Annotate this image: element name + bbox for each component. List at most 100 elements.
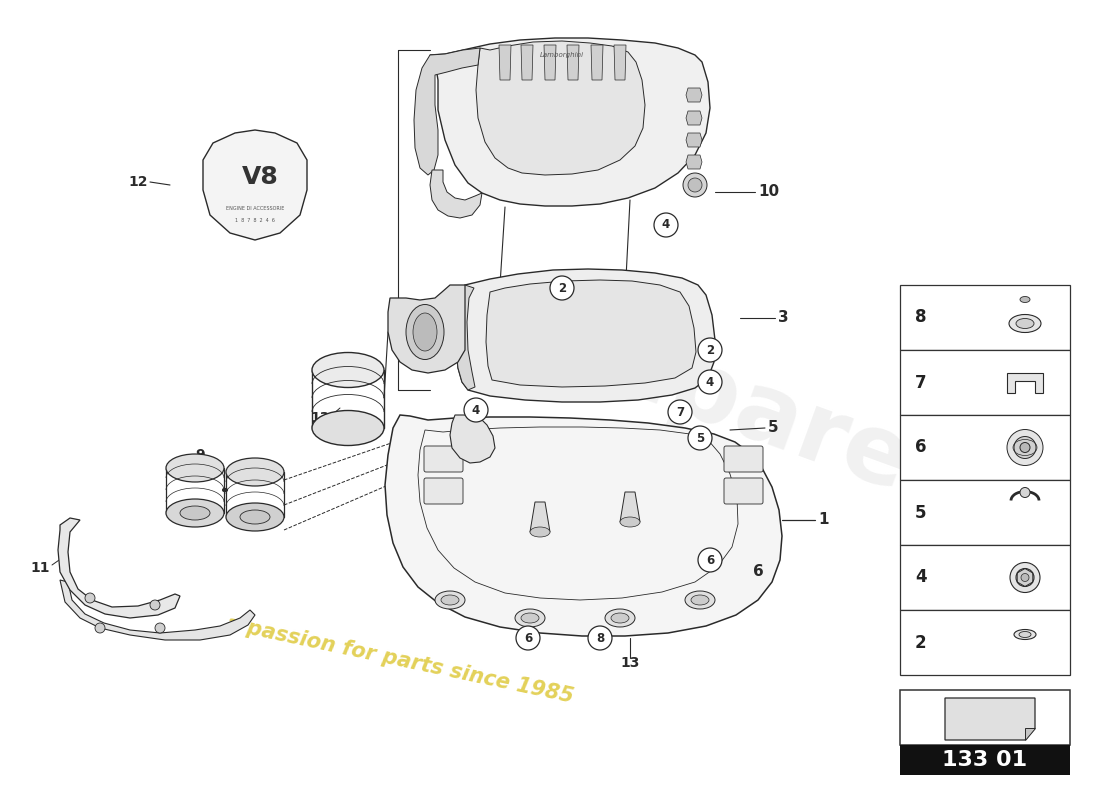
Text: 7: 7: [675, 406, 684, 418]
Text: Lamborghini: Lamborghini: [540, 52, 584, 58]
FancyBboxPatch shape: [900, 745, 1070, 775]
Text: 133 01: 133 01: [943, 750, 1027, 770]
Text: 4: 4: [662, 218, 670, 231]
FancyBboxPatch shape: [900, 285, 1070, 350]
Ellipse shape: [406, 305, 444, 359]
Ellipse shape: [166, 499, 224, 527]
Circle shape: [85, 593, 95, 603]
Text: 6: 6: [524, 631, 532, 645]
Text: 6: 6: [915, 438, 926, 457]
Text: 13: 13: [620, 656, 640, 670]
Text: 8: 8: [596, 631, 604, 645]
Circle shape: [1020, 487, 1030, 498]
Circle shape: [155, 623, 165, 633]
Text: 13: 13: [310, 411, 330, 425]
Circle shape: [95, 623, 104, 633]
Circle shape: [688, 426, 712, 450]
Text: 5: 5: [696, 431, 704, 445]
Text: olfapares: olfapares: [462, 268, 978, 532]
Circle shape: [516, 626, 540, 650]
Ellipse shape: [530, 527, 550, 537]
Polygon shape: [566, 45, 579, 80]
Polygon shape: [60, 580, 255, 640]
Ellipse shape: [240, 510, 270, 524]
FancyBboxPatch shape: [900, 610, 1070, 675]
Text: ENGINE DI ACCESSORIE: ENGINE DI ACCESSORIE: [226, 206, 284, 211]
Polygon shape: [686, 155, 702, 169]
Circle shape: [698, 338, 722, 362]
FancyBboxPatch shape: [900, 415, 1070, 480]
Text: 10: 10: [758, 185, 779, 199]
Text: 1: 1: [818, 513, 828, 527]
Text: 12: 12: [129, 175, 149, 189]
Text: 4: 4: [706, 375, 714, 389]
Ellipse shape: [521, 613, 539, 623]
Polygon shape: [58, 518, 180, 618]
FancyBboxPatch shape: [900, 545, 1070, 610]
Text: 5: 5: [768, 421, 779, 435]
Circle shape: [1014, 437, 1036, 458]
Circle shape: [683, 173, 707, 197]
Circle shape: [698, 370, 722, 394]
Text: 4: 4: [915, 569, 926, 586]
Ellipse shape: [1020, 297, 1030, 302]
Text: 2: 2: [706, 343, 714, 357]
Ellipse shape: [620, 517, 640, 527]
Ellipse shape: [180, 506, 210, 520]
Text: 11: 11: [31, 561, 50, 575]
Ellipse shape: [1009, 314, 1041, 333]
FancyBboxPatch shape: [900, 480, 1070, 545]
Ellipse shape: [685, 591, 715, 609]
Ellipse shape: [312, 410, 384, 446]
Ellipse shape: [166, 454, 224, 482]
Ellipse shape: [691, 595, 710, 605]
Circle shape: [698, 548, 722, 572]
Text: 2: 2: [915, 634, 926, 651]
Polygon shape: [476, 41, 645, 175]
Circle shape: [654, 213, 678, 237]
Text: 5: 5: [915, 503, 926, 522]
Polygon shape: [486, 280, 696, 387]
Ellipse shape: [441, 595, 459, 605]
Circle shape: [550, 276, 574, 300]
Ellipse shape: [1014, 630, 1036, 639]
Polygon shape: [1025, 728, 1035, 740]
Circle shape: [668, 400, 692, 424]
Polygon shape: [430, 38, 710, 206]
Circle shape: [588, 626, 612, 650]
Text: 2: 2: [558, 282, 566, 294]
Text: 9: 9: [195, 448, 205, 462]
Polygon shape: [450, 415, 495, 463]
FancyBboxPatch shape: [424, 478, 463, 504]
Ellipse shape: [515, 609, 544, 627]
Ellipse shape: [226, 458, 284, 486]
Polygon shape: [521, 45, 534, 80]
Text: 3: 3: [778, 310, 789, 326]
Polygon shape: [686, 111, 702, 125]
Circle shape: [1006, 430, 1043, 466]
Ellipse shape: [434, 591, 465, 609]
Text: 4: 4: [472, 403, 480, 417]
Text: a passion for parts since 1985: a passion for parts since 1985: [224, 614, 575, 706]
Polygon shape: [456, 269, 715, 402]
Ellipse shape: [226, 503, 284, 531]
Polygon shape: [430, 170, 482, 218]
Circle shape: [1016, 569, 1034, 586]
Circle shape: [688, 178, 702, 192]
Circle shape: [150, 600, 160, 610]
Text: 7: 7: [915, 374, 926, 391]
Polygon shape: [456, 285, 475, 390]
Ellipse shape: [1016, 318, 1034, 329]
Polygon shape: [591, 45, 603, 80]
Text: 6: 6: [706, 554, 714, 566]
Circle shape: [1021, 574, 1028, 582]
FancyBboxPatch shape: [900, 350, 1070, 415]
Ellipse shape: [1019, 631, 1031, 638]
Polygon shape: [414, 48, 480, 175]
Polygon shape: [499, 45, 512, 80]
Polygon shape: [620, 492, 640, 522]
FancyBboxPatch shape: [724, 446, 763, 472]
Polygon shape: [530, 502, 550, 532]
Polygon shape: [544, 45, 556, 80]
Circle shape: [1010, 562, 1040, 593]
